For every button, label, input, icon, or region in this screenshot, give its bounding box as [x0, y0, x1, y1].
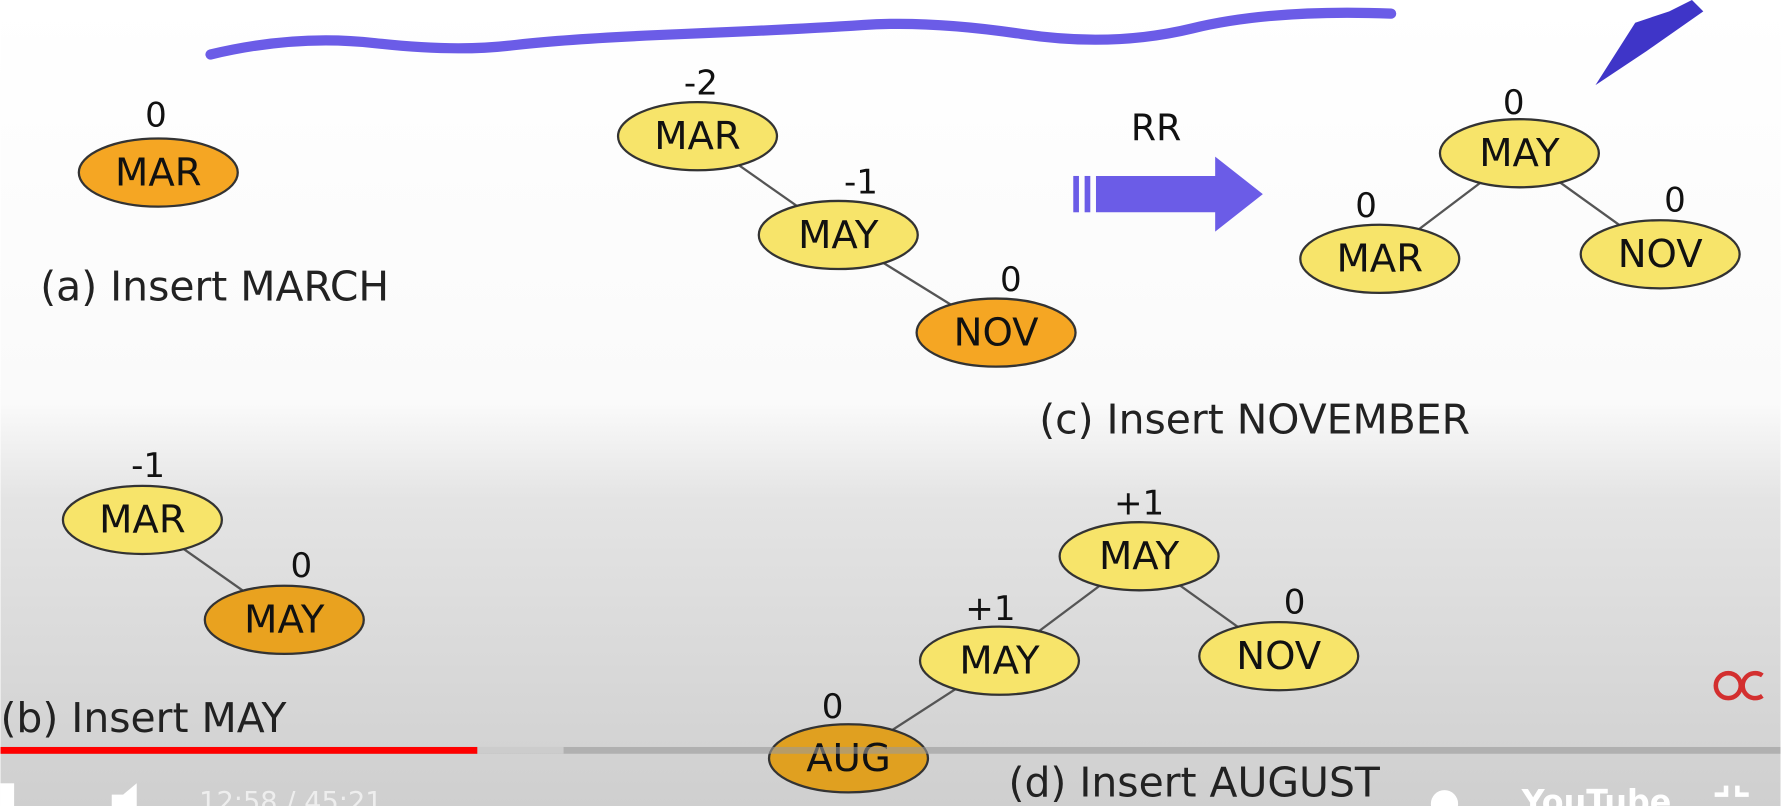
- caption: (b) Insert MAY: [0, 694, 287, 742]
- balance-factor: 0: [1664, 181, 1686, 221]
- tree-node: [918, 625, 1081, 696]
- tree-node: [1058, 521, 1220, 592]
- node-label: MAY: [1099, 534, 1180, 579]
- node-label: NOV: [1236, 634, 1322, 679]
- progress-track[interactable]: [0, 746, 1781, 754]
- node-label: MAY: [1479, 131, 1560, 176]
- node-label: MAY: [959, 638, 1040, 683]
- node-label: MAR: [99, 498, 185, 543]
- tree-node: [77, 137, 239, 208]
- volume-button[interactable]: [111, 783, 137, 806]
- node-label: MAR: [654, 114, 740, 159]
- fullscreen-button[interactable]: [1714, 785, 1749, 797]
- time-display: 12:58 / 45:21: [199, 787, 382, 806]
- youtube-logo[interactable]: YouTube: [1521, 785, 1672, 810]
- tree-node: [915, 297, 1077, 368]
- buffered-bar: [477, 746, 564, 754]
- node-label: NOV: [1618, 232, 1704, 277]
- node-label: MAY: [798, 213, 879, 258]
- balance-factor: 0: [822, 687, 844, 727]
- tree-node: [1438, 118, 1601, 189]
- caption: (c) Insert NOVEMBER: [1039, 395, 1470, 443]
- balance-factor: -1: [844, 162, 878, 202]
- tree-node: [767, 723, 930, 794]
- pause-button[interactable]: [0, 783, 15, 806]
- tree-node: [757, 199, 919, 271]
- tree-node: [1299, 223, 1461, 295]
- tree-node: [61, 484, 223, 556]
- tree-node: [616, 101, 779, 172]
- tree-node: [1579, 219, 1741, 290]
- rr-arrow: [1073, 156, 1263, 232]
- caption: (d) Insert AUGUST: [1009, 759, 1381, 806]
- caption: (a) Insert MARCH: [40, 262, 389, 310]
- pen-icon: [1595, 0, 1704, 86]
- tree-node: [1198, 620, 1360, 692]
- rotation-label: RR: [1131, 107, 1181, 150]
- balance-factor: 0: [1355, 186, 1377, 226]
- decorative-stroke: [205, 7, 1397, 60]
- settings-button[interactable]: [1430, 790, 1459, 810]
- balance-factor: -2: [684, 64, 718, 104]
- balance-factor: 0: [1284, 582, 1306, 622]
- balance-factor: 0: [1000, 260, 1022, 300]
- tree-node: [203, 584, 365, 656]
- balance-factor: 0: [290, 546, 312, 586]
- balance-factor: -1: [131, 446, 165, 486]
- node-label: NOV: [954, 310, 1040, 355]
- node-label: MAR: [1337, 237, 1423, 282]
- node-label: MAR: [115, 150, 201, 195]
- balance-factor: +1: [1114, 484, 1164, 524]
- balance-factor: 0: [1503, 83, 1525, 123]
- progress-bar[interactable]: [0, 746, 478, 754]
- balance-factor: 0: [145, 95, 167, 135]
- node-label: AUG: [806, 736, 891, 781]
- ocw-logo: [1713, 670, 1764, 701]
- balance-factor: +1: [965, 589, 1015, 629]
- node-label: MAY: [244, 598, 325, 643]
